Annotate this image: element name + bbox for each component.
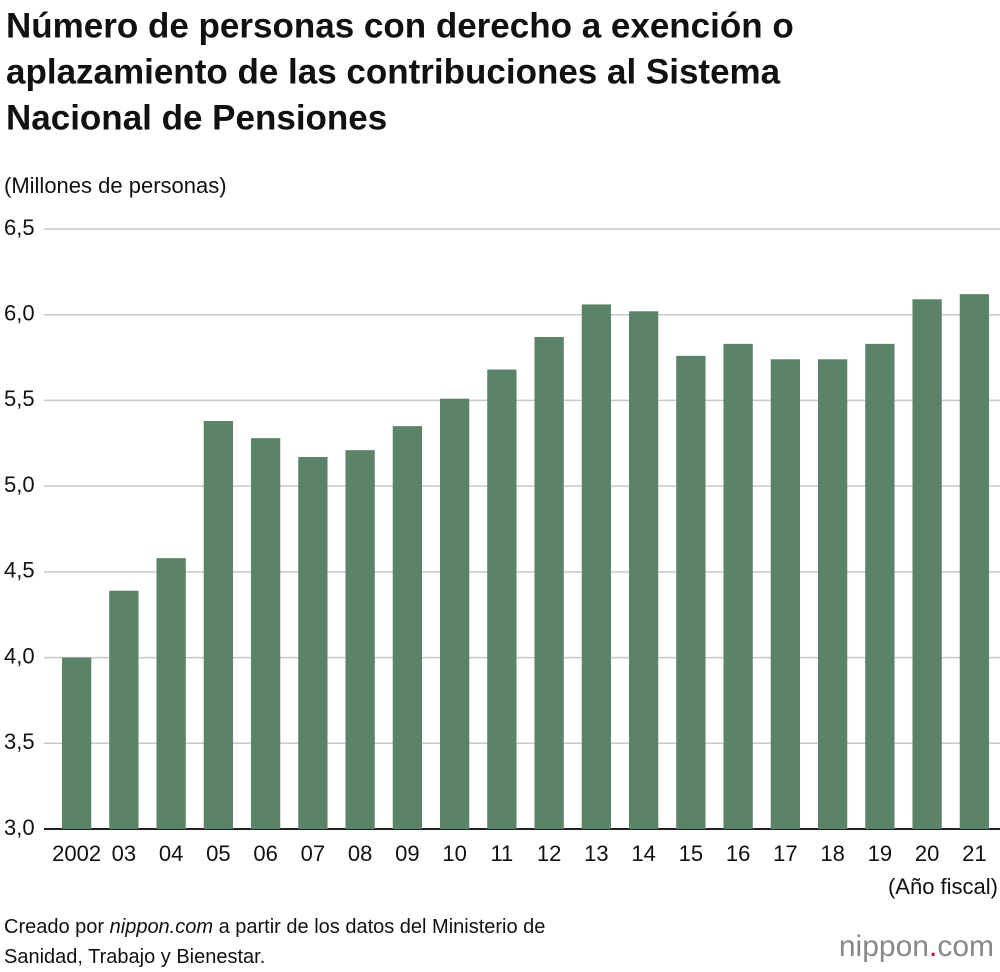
bar — [912, 299, 942, 829]
x-tick-label: 21 — [962, 841, 986, 866]
x-tick-label: 04 — [159, 841, 183, 866]
bar — [534, 337, 564, 829]
bar — [817, 359, 848, 829]
x-tick-label: 05 — [206, 841, 230, 866]
bar — [676, 355, 706, 829]
bar — [203, 421, 234, 829]
x-tick-label: 15 — [679, 841, 703, 866]
y-tick-label: 4,5 — [4, 558, 35, 583]
x-axis-label: (Año fiscal) — [888, 874, 998, 899]
x-tick-label: 19 — [868, 841, 892, 866]
x-tick-label: 16 — [726, 841, 750, 866]
y-axis-label: (Millones de personas) — [4, 173, 227, 198]
source-text: Creado por — [4, 916, 105, 938]
y-tick-label: 5,0 — [4, 472, 35, 497]
x-tick-label: 2002 — [52, 841, 101, 866]
x-tick-label: 12 — [537, 841, 561, 866]
y-tick-label: 6,5 — [4, 215, 35, 240]
x-tick-label: 10 — [442, 841, 466, 866]
y-tick-label: 6,0 — [4, 301, 35, 326]
bar — [723, 343, 753, 829]
x-tick-label: 13 — [584, 841, 608, 866]
logo-text: nippon — [838, 930, 929, 963]
bar — [250, 438, 281, 829]
x-tick-label: 06 — [253, 841, 277, 866]
bar — [959, 294, 990, 830]
x-tick-label: 17 — [773, 841, 797, 866]
y-tick-label: 3,5 — [4, 729, 35, 754]
source-site: nippon.com — [109, 916, 214, 938]
x-tick-label: 08 — [348, 841, 372, 866]
x-tick-label: 11 — [490, 841, 513, 866]
bar — [487, 369, 517, 829]
bar — [345, 450, 375, 829]
bar — [156, 558, 186, 829]
logo-text: com — [937, 930, 994, 963]
bar — [628, 311, 659, 829]
bar — [392, 426, 423, 829]
x-tick-label: 09 — [395, 841, 419, 866]
bar — [581, 304, 612, 829]
logo-dot: . — [928, 930, 938, 963]
x-tick-label: 14 — [631, 841, 655, 866]
bar — [61, 657, 92, 829]
bar — [439, 398, 470, 829]
y-tick-label: 5,5 — [4, 386, 35, 411]
source: Creado por nippon.com a partir de los da… — [4, 912, 545, 972]
source-text: a partir de los datos del Ministerio de — [218, 916, 546, 938]
logo: nippon.com — [839, 930, 994, 964]
bar — [865, 343, 895, 829]
bar — [298, 457, 328, 829]
bar — [770, 359, 801, 829]
y-tick-label: 3,0 — [4, 815, 35, 840]
x-tick-label: 07 — [301, 841, 325, 866]
x-tick-label: 20 — [915, 841, 939, 866]
y-tick-label: 4,0 — [4, 643, 35, 668]
chart-title: aplazamiento de las contribuciones al Si… — [6, 52, 781, 91]
source-text: Sanidad, Trabajo y Bienestar. — [4, 946, 266, 968]
chart-title: Nacional de Pensiones — [6, 98, 387, 137]
x-tick-label: 18 — [820, 841, 844, 866]
bar — [109, 590, 139, 829]
chart-title: Número de personas con derecho a exenció… — [6, 6, 794, 45]
x-tick-label: 03 — [112, 841, 136, 866]
